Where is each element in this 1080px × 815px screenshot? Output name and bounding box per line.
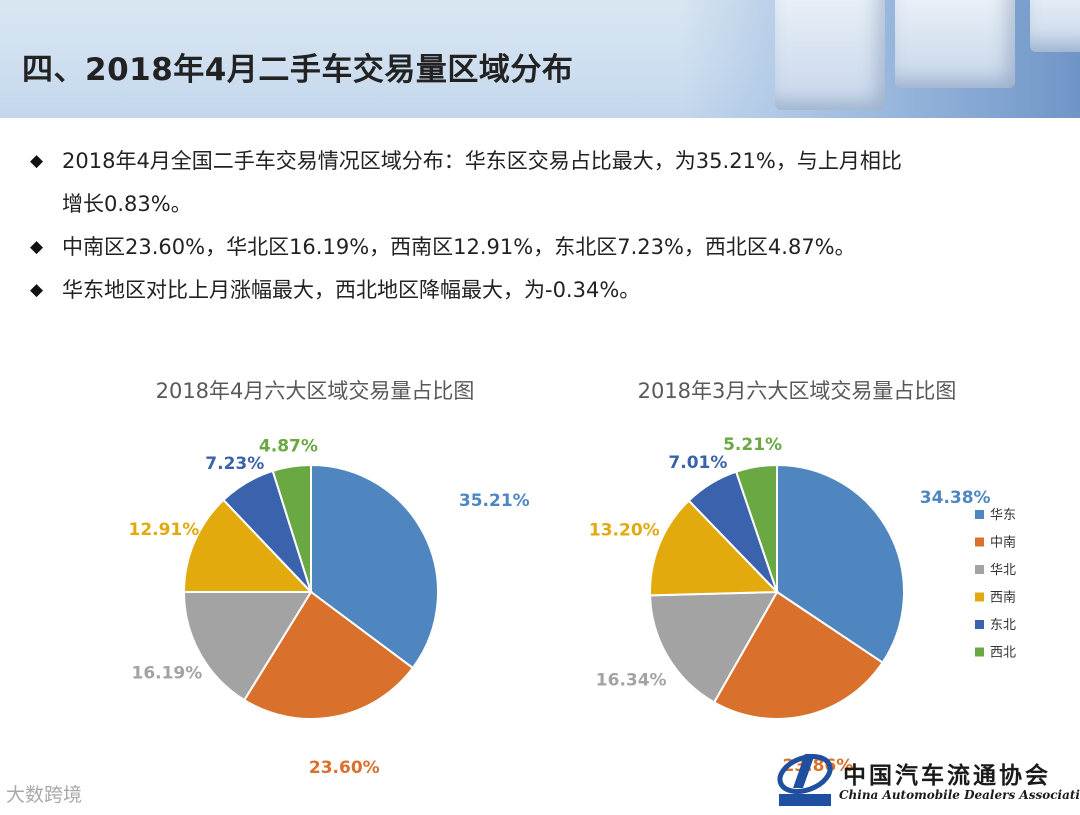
pie-slice-东北 xyxy=(222,469,312,593)
bullet-text: 2018年4月全国二手车交易情况区域分布：华东区交易占比最大，为35.21%，与… xyxy=(62,149,902,173)
legend-swatch xyxy=(975,510,984,519)
legend-swatch xyxy=(975,537,984,547)
pie-slice-西南 xyxy=(182,498,314,594)
legend-label: 华东 xyxy=(990,508,1016,523)
chart-title: 2018年3月六大区域交易量占比图 xyxy=(638,379,957,403)
chart-title: 2018年4月六大区域交易量占比图 xyxy=(156,379,475,403)
bullet-item: ◆ 2018年4月全国二手车交易情况区域分布：华东区交易占比最大，为35.21%… xyxy=(30,140,1040,226)
data-label: 12.91% xyxy=(128,520,199,540)
pie-slice-东北 xyxy=(687,470,778,593)
data-label: 7.23% xyxy=(205,454,264,474)
data-label: 34.38% xyxy=(920,488,991,508)
pie-slice-华东 xyxy=(776,463,905,664)
pie-slice-西北 xyxy=(271,463,312,593)
diamond-bullet-icon: ◆ xyxy=(30,237,44,257)
header-decoration xyxy=(680,0,1080,118)
data-label: 4.87% xyxy=(259,437,318,457)
data-label: 5.21% xyxy=(723,435,782,455)
legend-label: 东北 xyxy=(990,618,1016,633)
data-label: 23.60% xyxy=(309,758,380,778)
legend-swatch xyxy=(975,565,984,574)
header-banner: 四、2018年4月二手车交易量区域分布 xyxy=(0,0,1080,118)
cada-emblem-icon xyxy=(777,754,833,806)
pie-slice-华东 xyxy=(310,463,439,670)
logo-chinese-name: 中国汽车流通协会 xyxy=(843,762,1051,789)
bullet-text: 中南区23.60%，华北区16.19%，西南区12.91%，东北区7.23%，西… xyxy=(62,235,856,259)
cada-logo: 中国汽车流通协会 China Automobile Dealers Associ… xyxy=(775,748,1080,810)
legend-label: 华北 xyxy=(990,563,1016,578)
diamond-bullet-icon: ◆ xyxy=(30,151,44,171)
decor-cube xyxy=(775,0,885,110)
legend-swatch xyxy=(975,592,984,602)
pie-slice-西北 xyxy=(734,463,778,593)
pie-chart-2: 2018年3月六大区域交易量占比图34.38%23.86%16.34%13.20… xyxy=(589,379,1016,776)
bullet-text-continued: 增长0.83%。 xyxy=(62,192,192,216)
legend-swatch xyxy=(975,620,984,629)
pie-chart-1: 2018年4月六大区域交易量占比图 35.21% 23.60% 16.19% 12.91… xyxy=(128,379,529,778)
data-label: 13.20% xyxy=(589,521,660,541)
pie-slice-华北 xyxy=(649,590,779,704)
legend-swatch xyxy=(975,647,984,657)
bullet-text: 华东地区对比上月涨幅最大，西北地区降幅最大，为-0.34%。 xyxy=(62,278,641,302)
bullet-list: ◆ 2018年4月全国二手车交易情况区域分布：华东区交易占比最大，为35.21%… xyxy=(30,140,1040,312)
diamond-bullet-icon: ◆ xyxy=(30,280,44,300)
page-title: 四、2018年4月二手车交易量区域分布 xyxy=(22,52,574,88)
bullet-item: ◆ 中南区23.60%，华北区16.19%，西南区12.91%，东北区7.23%… xyxy=(30,226,1040,269)
legend-label: 西北 xyxy=(990,646,1016,661)
logo-english-name: China Automobile Dealers Association xyxy=(839,788,1080,802)
bullet-item: ◆ 华东地区对比上月涨幅最大，西北地区降幅最大，为-0.34%。 xyxy=(30,269,1040,312)
data-label: 35.21% xyxy=(459,491,530,511)
data-label: 16.19% xyxy=(131,663,202,683)
decor-cube xyxy=(1030,0,1080,52)
watermark: 大数跨境 xyxy=(6,784,83,806)
decor-cube xyxy=(895,0,1015,88)
legend-label: 西南 xyxy=(990,590,1016,606)
data-label: 16.34% xyxy=(596,670,667,690)
data-label: 7.01% xyxy=(668,453,727,473)
pie-slice-华北 xyxy=(182,590,313,702)
legend-label: 中南 xyxy=(990,535,1016,551)
pie-slice-中南 xyxy=(712,590,884,720)
pie-slice-西南 xyxy=(649,499,780,597)
pie-slice-中南 xyxy=(242,590,415,720)
